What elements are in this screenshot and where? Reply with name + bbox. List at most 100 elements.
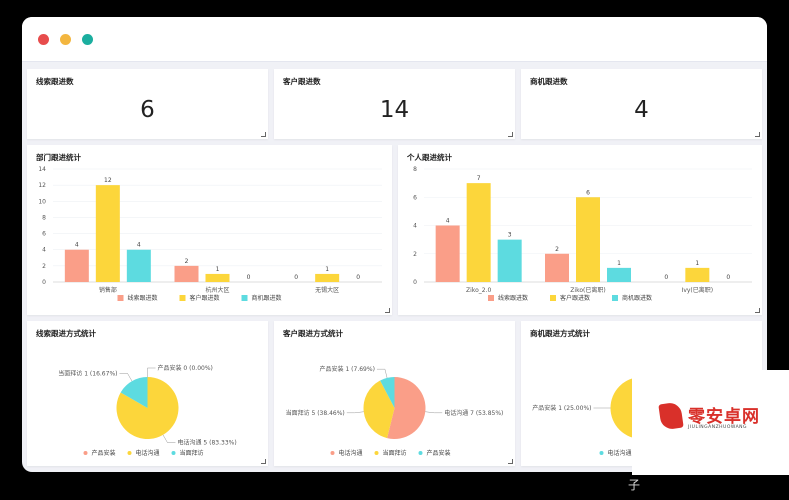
bar-value-label: 1: [325, 266, 329, 273]
bar-value-label: 0: [247, 274, 251, 281]
stat-card-value: 6: [140, 97, 155, 123]
resize-handle-icon[interactable]: [261, 459, 266, 464]
x-tick-label: 杭州大区: [205, 286, 229, 294]
leader-line: [119, 373, 133, 382]
x-tick-label: Ziko(已离职): [570, 286, 605, 294]
legend-swatch: [171, 451, 176, 455]
y-tick-label: 6: [413, 194, 417, 201]
watermark-subtext: JIULINGANZHUOWANG: [688, 425, 748, 430]
bar: [435, 225, 460, 282]
chart-title: 部门跟进统计: [36, 153, 81, 162]
dept-chart-card: 部门跟进统计 0 2 4 6 8 10 12 14 销售部 4 12 4 杭州大区 2 1 0 无锡大区 0 1 0 线…: [27, 145, 392, 315]
bottom-glyph: 子: [628, 478, 641, 492]
logo-icon: [658, 401, 684, 431]
bar-value-label: 1: [617, 260, 621, 267]
y-tick-label: 8: [42, 214, 46, 221]
leader-line: [425, 411, 443, 414]
stat-card-title: 商机跟进数: [530, 77, 568, 86]
bar: [497, 239, 522, 282]
legend-label: 当面拜访: [180, 449, 204, 457]
legend-label: 客户跟进数: [190, 294, 220, 302]
leader-line: [346, 411, 364, 414]
bar: [95, 185, 120, 282]
leader-line: [376, 368, 388, 378]
bar-value-label: 1: [216, 266, 220, 273]
resize-handle-icon[interactable]: [508, 459, 513, 464]
legend-swatch: [83, 451, 88, 455]
x-tick-label: 无锡大区: [315, 286, 339, 294]
dashboard-window: 线索跟进数 6 客户跟进数 14 商机跟进数 4 部门跟进统计 0 2 4 6 8 10 1…: [22, 17, 767, 472]
slice-label: 电话沟通 7 (53.85%): [444, 409, 503, 417]
slice-label: 产品安装 1 (7.69%): [320, 365, 375, 373]
pie-slice: [387, 377, 426, 439]
y-tick-label: 4: [42, 247, 46, 254]
minimize-window-button[interactable]: [60, 34, 71, 45]
chart-title: 个人跟进统计: [407, 153, 452, 162]
slice-label: 产品安装 0 (0.00%): [158, 364, 213, 372]
slice-label: 产品安装 1 (25.00%): [532, 404, 591, 412]
chart-title: 客户跟进方式统计: [283, 329, 343, 338]
title-bar: [22, 17, 767, 62]
legend-swatch: [241, 295, 248, 301]
slice-label: 电话沟通 5 (83.33%): [178, 439, 237, 447]
person-bar-chart: 0 2 4 6 8 Ziko_2.0 4 7 3 Ziko(已离职) 2 6 1 Ivy(已离职) 0 1 0 线…: [413, 166, 752, 302]
x-tick-label: Ivy(已离职): [682, 286, 714, 294]
bar: [174, 265, 199, 282]
chart-title: 线索跟进方式统计: [36, 329, 96, 338]
bar: [607, 267, 631, 282]
legend-swatch: [488, 295, 494, 301]
legend-swatch: [550, 295, 556, 301]
close-window-button[interactable]: [38, 34, 49, 45]
legend-swatch: [179, 295, 186, 301]
lead-method-chart-card: 线索跟进方式统计 产品安装 0 (0.00%) 电话沟通 5 (83.33%) 当面…: [27, 321, 268, 466]
leader-line: [162, 434, 176, 443]
customer-method-pie-chart: 电话沟通 7 (53.85%) 当面拜访 5 (38.46%) 产品安装 1 (7.…: [286, 365, 504, 457]
bar: [315, 273, 340, 282]
legend-label: 电话沟通: [608, 449, 632, 457]
maximize-window-button[interactable]: [82, 34, 93, 45]
bar-value-label: 0: [726, 274, 730, 281]
y-tick-label: 0: [42, 279, 46, 286]
stat-card-title: 客户跟进数: [283, 77, 321, 86]
watermark-text: 零安卓网: [688, 407, 760, 427]
person-chart-card: 个人跟进统计 0 2 4 6 8 Ziko_2.0 4 7 3 Ziko(已离职) 2 6 1 Ivy(已…: [398, 145, 762, 315]
resize-handle-icon[interactable]: [755, 132, 760, 137]
stat-card-title: 线索跟进数: [36, 77, 74, 86]
legend-label: 商机跟进数: [622, 294, 652, 302]
y-tick-label: 12: [38, 182, 46, 189]
y-tick-label: 2: [413, 251, 417, 258]
bar-value-label: 2: [185, 258, 189, 265]
bar-value-label: 6: [586, 189, 590, 196]
lead-method-pie-chart: 产品安装 0 (0.00%) 电话沟通 5 (83.33%) 当面拜访 1 (16.…: [58, 364, 237, 457]
bar-value-label: 4: [75, 242, 79, 249]
stat-card-value: 14: [379, 97, 410, 123]
resize-handle-icon[interactable]: [385, 308, 390, 313]
legend-label: 电话沟通: [136, 449, 160, 457]
legend-swatch: [599, 451, 604, 455]
pie-slice: [120, 377, 148, 408]
slice-label: 当面拜访 1 (16.67%): [58, 369, 117, 377]
legend-swatch: [330, 451, 335, 455]
pie-slice: [380, 377, 395, 408]
watermark-overlay: 零安卓网 JIULINGANZHUOWANG: [632, 370, 789, 475]
legend-swatch: [127, 451, 132, 455]
bar-value-label: 3: [508, 232, 512, 239]
bar: [205, 273, 230, 282]
stat-card-value: 4: [634, 97, 649, 123]
leader-line: [147, 367, 156, 377]
bar-value-label: 12: [104, 177, 112, 184]
resize-handle-icon[interactable]: [508, 132, 513, 137]
bar-value-label: 7: [477, 175, 481, 182]
stat-card-leads: 线索跟进数 6: [27, 69, 268, 139]
legend-label: 客户跟进数: [560, 294, 590, 302]
resize-handle-icon[interactable]: [261, 132, 266, 137]
resize-handle-icon[interactable]: [755, 308, 760, 313]
bar: [126, 249, 151, 282]
legend-label: 产品安装: [92, 449, 116, 457]
x-tick-label: Ziko_2.0: [466, 287, 491, 294]
bar-value-label: 0: [664, 274, 668, 281]
y-tick-label: 0: [413, 279, 417, 286]
legend-label: 产品安装: [427, 449, 451, 457]
y-tick-label: 4: [413, 223, 417, 230]
